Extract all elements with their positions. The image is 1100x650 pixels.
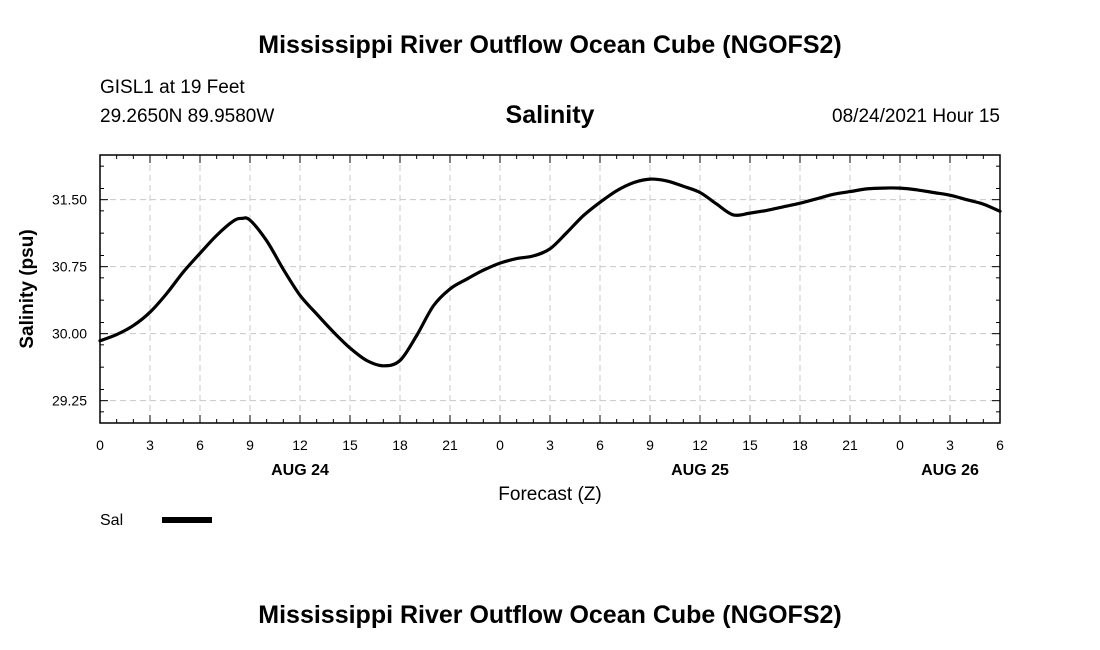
x-tick-label: 6	[196, 437, 204, 453]
y-tick-label: 31.50	[52, 192, 87, 208]
x-tick-label: 9	[246, 437, 254, 453]
x-tick-label: 18	[792, 437, 808, 453]
x-tick-label: 9	[646, 437, 654, 453]
footer-title: Mississippi River Outflow Ocean Cube (NG…	[258, 601, 842, 629]
x-tick-label: 15	[742, 437, 758, 453]
grid-lines	[100, 155, 1000, 423]
station-label: GISL1 at 19 Feet	[100, 77, 245, 98]
x-tick-label: 3	[546, 437, 554, 453]
series-layer	[98, 177, 1002, 368]
x-tick-label: 0	[896, 437, 904, 453]
x-axis-title: Forecast (Z)	[498, 484, 601, 505]
x-tick-label: 15	[342, 437, 358, 453]
x-tick-label: 0	[96, 437, 104, 453]
date-label: AUG 25	[671, 462, 729, 479]
series-line-sal	[98, 177, 1002, 368]
chart-main-title: Mississippi River Outflow Ocean Cube (NG…	[258, 31, 842, 59]
forecast-datetime: 08/24/2021 Hour 15	[832, 106, 1000, 127]
x-tick-label: 3	[146, 437, 154, 453]
y-axis-title: Salinity (psu)	[17, 229, 38, 348]
axis-labels: 0 3 6 9 12 15 18 21 0 3 6 9 12 15 18 21 0 3 6 29.25 30.00 30.…	[52, 192, 1004, 479]
x-tick-label: 21	[842, 437, 858, 453]
station-coordinates: 29.2650N 89.9580W	[100, 106, 275, 127]
y-tick-label: 30.00	[52, 326, 87, 342]
legend: Sal	[100, 512, 212, 529]
date-label: AUG 24	[271, 462, 329, 479]
x-tick-label: 18	[392, 437, 408, 453]
legend-label-sal: Sal	[100, 512, 123, 529]
x-tick-label: 6	[596, 437, 604, 453]
x-tick-label: 0	[496, 437, 504, 453]
y-tick-label: 29.25	[52, 393, 87, 409]
x-tick-label: 12	[292, 437, 308, 453]
y-tick-label: 30.75	[52, 259, 87, 275]
x-tick-label: 12	[692, 437, 708, 453]
date-label: AUG 26	[921, 462, 979, 479]
x-tick-label: 21	[442, 437, 458, 453]
x-tick-label: 6	[996, 437, 1004, 453]
chart-variable-title: Salinity	[505, 101, 595, 129]
axis-ticks	[99, 155, 1001, 423]
x-tick-label: 3	[946, 437, 954, 453]
